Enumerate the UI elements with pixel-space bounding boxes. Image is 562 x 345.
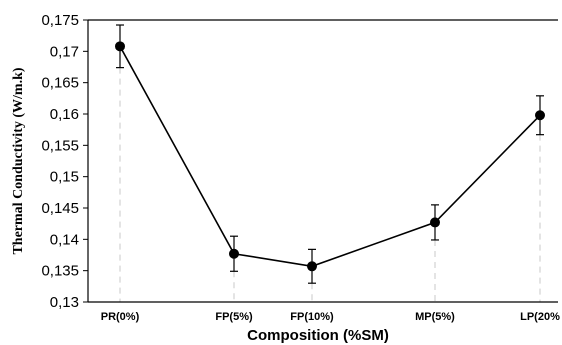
series-line xyxy=(119,45,541,268)
y-axis-label: Thermal Conductivity (W/m.k) xyxy=(11,67,26,254)
x-axis-label: Composition (%SM) xyxy=(247,327,389,344)
y-tick-label: 0,14 xyxy=(50,231,79,248)
y-ticks: 0,13 0,135 0,14 0,145 0,15 0,155 0,16 0,165 0,17… xyxy=(41,12,88,311)
y-tick-label: 0,165 xyxy=(41,75,79,92)
y-tick-label: 0,135 xyxy=(41,263,79,280)
y-tick-label: 0,175 xyxy=(41,12,79,29)
x-tick-label: FP(5%) xyxy=(215,311,253,323)
x-ticks: PR(0%) FP(5%) FP(10%) MP(5%) LP(20% xyxy=(101,311,560,323)
drop-lines xyxy=(119,67,541,302)
x-tick-label: PR(0%) xyxy=(101,311,140,323)
y-tick-label: 0,13 xyxy=(50,294,79,311)
y-tick-label: 0,145 xyxy=(41,200,79,217)
y-tick-label: 0,15 xyxy=(50,169,79,186)
y-tick-label: 0,17 xyxy=(50,43,79,60)
x-tick-label: LP(20% xyxy=(520,311,560,323)
series xyxy=(115,24,545,284)
data-point xyxy=(115,41,125,52)
y-tick-label: 0,155 xyxy=(41,137,79,154)
data-point xyxy=(229,248,239,259)
y-tick-label: 0,16 xyxy=(50,106,79,123)
x-tick-label: MP(5%) xyxy=(415,311,455,323)
axes xyxy=(87,19,558,303)
data-point xyxy=(535,110,545,121)
x-tick-label: FP(10%) xyxy=(290,311,334,323)
data-point xyxy=(307,261,317,272)
data-point xyxy=(430,217,440,228)
